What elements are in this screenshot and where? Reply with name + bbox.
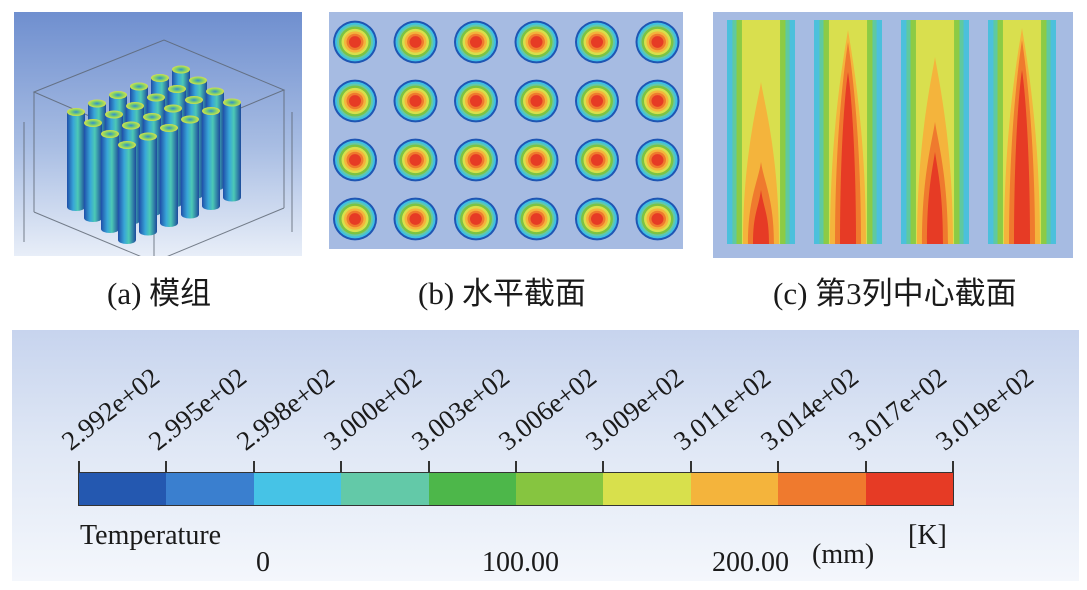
battery-cylinder — [139, 132, 157, 236]
colorbar-tick — [165, 461, 168, 473]
colorbar-segment — [603, 473, 692, 505]
colorbar-tick — [689, 461, 692, 473]
cell-contour — [635, 197, 680, 241]
cell-contour — [514, 20, 559, 64]
caption-module: (a) 模组 — [107, 276, 212, 311]
cell-contour — [454, 20, 498, 64]
column-section-strips — [727, 20, 1056, 244]
colorbar-tick-label: 3.014e+02 — [755, 361, 865, 457]
cell-contour — [635, 20, 680, 64]
scale-unit-label: (mm) — [812, 539, 875, 570]
colorbar-tick-label: 3.000e+02 — [318, 361, 428, 457]
colorbar-tick — [777, 461, 780, 473]
colorbar-tick-label: 3.006e+02 — [492, 361, 602, 457]
cell-contour — [333, 20, 377, 64]
colorbar-segment — [166, 473, 255, 505]
colorbar-tick-label: 3.019e+02 — [929, 361, 1039, 457]
cell-contour — [575, 138, 619, 182]
cell-contour — [454, 197, 498, 241]
column-strip — [814, 20, 882, 244]
colorbar-tick-label: 2.992e+02 — [55, 361, 165, 457]
column-center-section-view — [713, 12, 1073, 258]
colorbar-segment — [79, 473, 167, 505]
legend-unit-label: [K] — [908, 520, 947, 551]
battery-cylinder — [223, 98, 242, 202]
colorbar-segment — [690, 473, 779, 505]
cell-contour — [333, 79, 377, 123]
colorbar-tick — [340, 461, 343, 473]
cell-contour — [514, 197, 559, 241]
cell-contour — [393, 138, 438, 182]
battery-cylinder — [181, 115, 199, 219]
module-3d-view — [14, 12, 302, 256]
colorbar-segment — [341, 473, 430, 505]
cylinder-array — [67, 65, 242, 244]
column-strip — [727, 20, 795, 244]
battery-cylinder — [84, 119, 102, 222]
cell-contour — [393, 79, 438, 123]
colorbar-segment — [865, 473, 954, 505]
caption-horizontal-section: (b) 水平截面 — [418, 276, 586, 311]
colorbar-segment — [778, 473, 867, 505]
cell-contour — [393, 197, 438, 241]
horizontal-section-view — [329, 12, 683, 249]
horizontal-section-grid — [333, 20, 680, 241]
colorbar-tick — [78, 461, 80, 473]
cell-contour — [393, 20, 438, 64]
column-strip — [901, 20, 969, 244]
colorbar-tick-label: 2.998e+02 — [230, 361, 340, 457]
colorbar-tick-label: 3.017e+02 — [842, 361, 952, 457]
caption-column-section: (c) 第3列中心截面 — [773, 276, 1017, 311]
cell-contour — [635, 79, 680, 123]
colorbar-tick — [602, 461, 605, 473]
cell-contour — [575, 79, 619, 123]
cell-contour — [575, 20, 619, 64]
colorbar-tick — [252, 461, 255, 473]
scale-label-100: 100.00 — [482, 547, 559, 578]
cell-contour — [514, 138, 559, 182]
cell-contour — [635, 138, 680, 182]
battery-cylinder — [67, 108, 85, 211]
colorbar-tick-label: 3.009e+02 — [580, 361, 690, 457]
module-3d-render — [23, 39, 293, 256]
colorbar-tick — [864, 461, 867, 473]
colorbar-frame — [78, 472, 954, 506]
colorbar-segment — [516, 473, 604, 505]
legend-quantity-label: Temperature — [80, 520, 222, 551]
battery-cylinder — [160, 124, 178, 227]
battery-cylinder — [202, 107, 220, 210]
column-strip — [988, 20, 1056, 244]
cell-contour — [454, 138, 498, 182]
colorbar-tick — [952, 461, 954, 473]
colorbar-tick — [427, 461, 430, 473]
cell-contour — [575, 197, 619, 241]
battery-cylinder — [118, 141, 136, 244]
colorbar-tick-label: 3.011e+02 — [667, 362, 776, 457]
scale-label-0: 0 — [256, 547, 270, 578]
colorbar-tick-label: 2.995e+02 — [143, 361, 253, 457]
colorbar-tick — [515, 461, 517, 473]
colorbar-tick-label: 3.003e+02 — [405, 361, 515, 457]
cell-contour — [333, 197, 377, 241]
scale-label-200: 200.00 — [712, 547, 789, 578]
temperature-legend: 2.992e+02 2.995e+02 2.998e+02 3.000e+02 3.00… — [12, 330, 1079, 581]
cell-contour — [333, 138, 377, 182]
colorbar-segment — [253, 473, 342, 505]
colorbar-segment — [428, 473, 517, 505]
battery-cylinder — [101, 130, 119, 233]
cell-contour — [454, 79, 498, 123]
cell-contour — [514, 79, 559, 123]
